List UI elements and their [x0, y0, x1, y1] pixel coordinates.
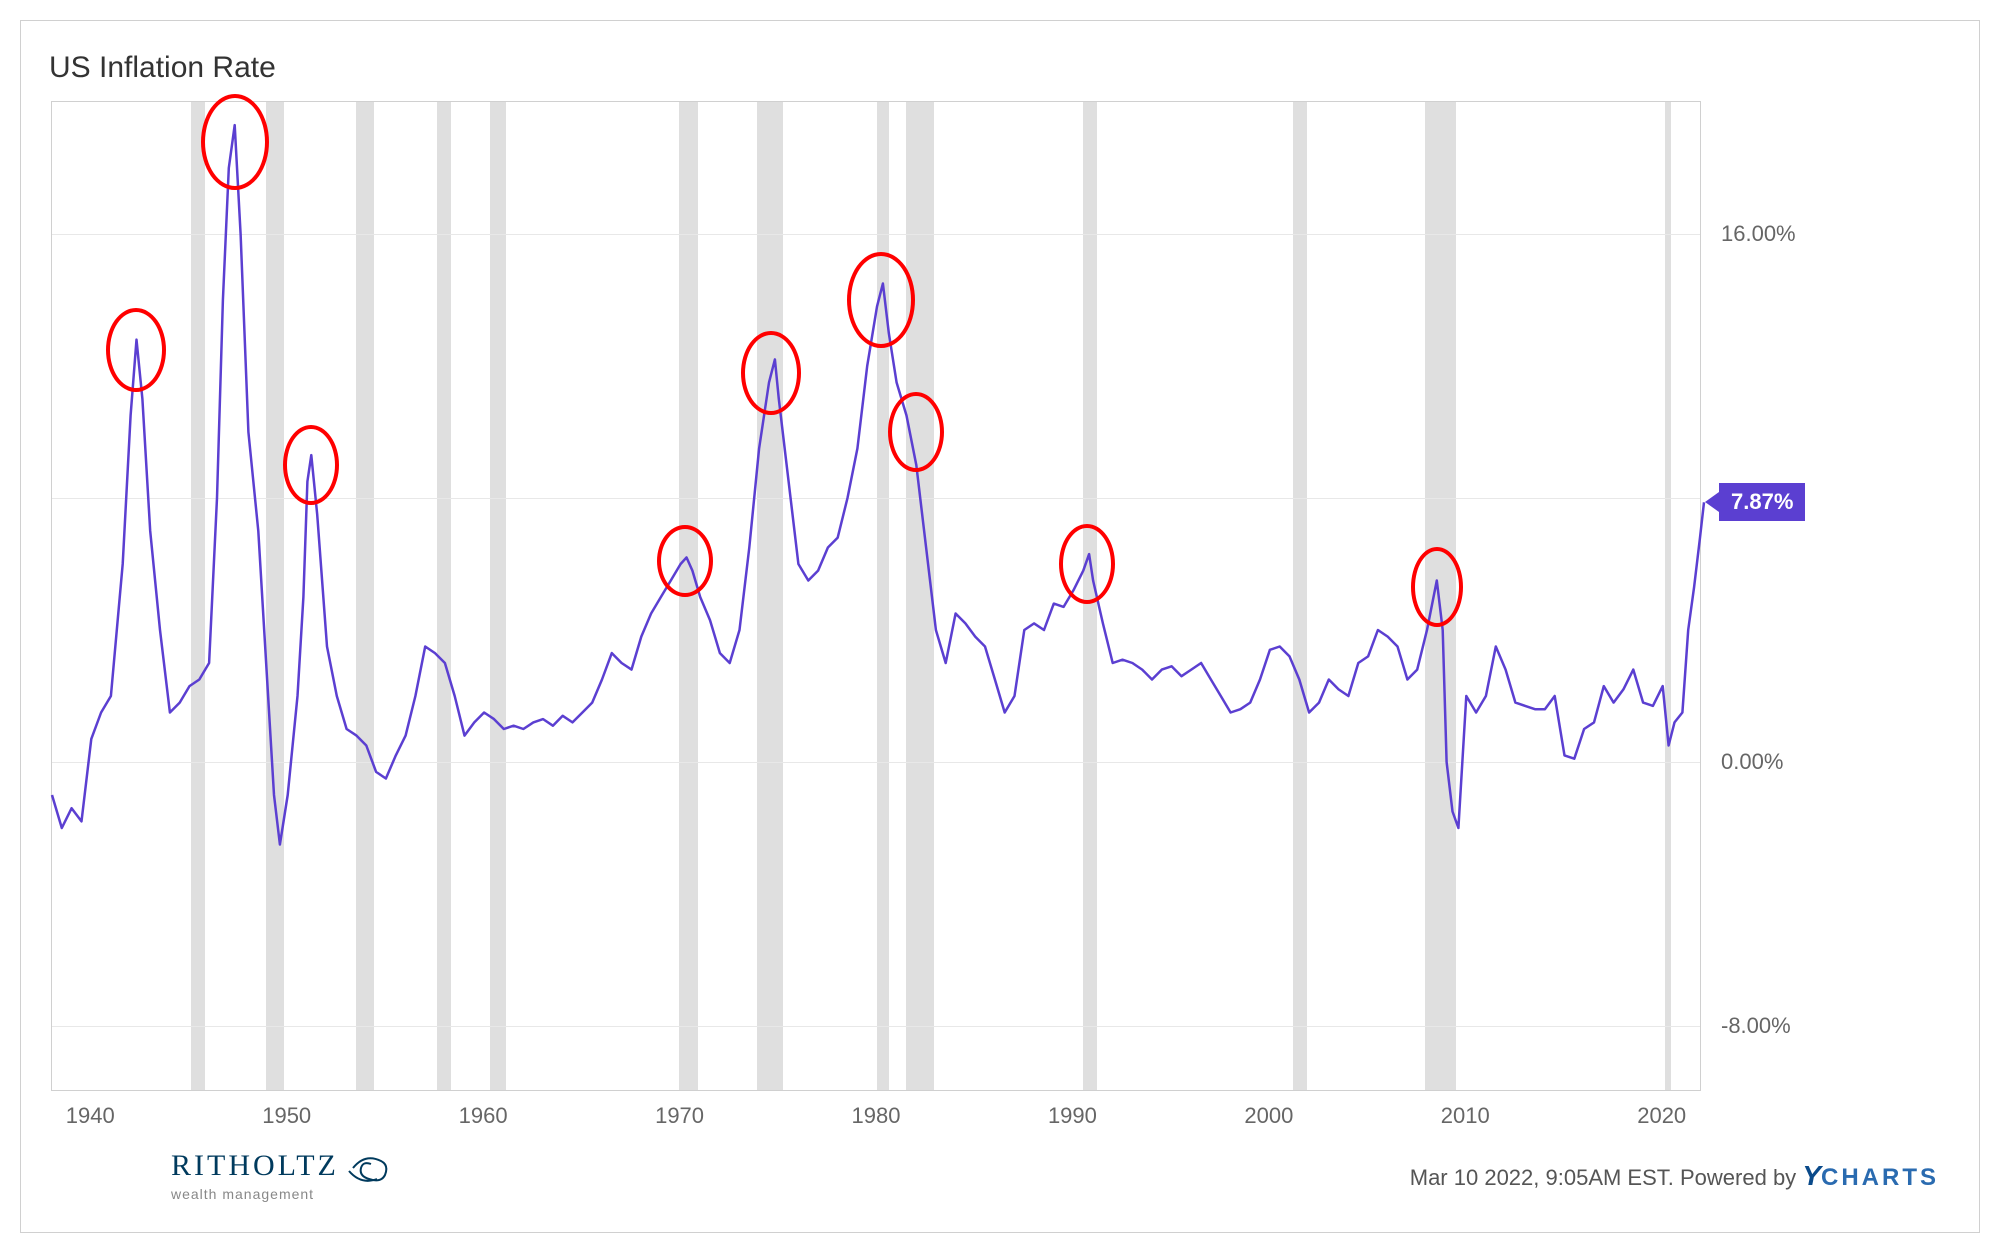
brand-name: RITHOLTZ	[171, 1149, 339, 1182]
peak-circle	[1411, 547, 1463, 627]
x-tick-label: 1990	[1048, 1103, 1097, 1129]
chart-frame: US Inflation Rate RITHOLTZ wealth manage…	[20, 20, 1980, 1233]
y-tick-label: 16.00%	[1721, 221, 1796, 247]
peak-circle	[106, 308, 166, 392]
footer-attribution: Mar 10 2022, 9:05AM EST. Powered by YCHA…	[1410, 1160, 1939, 1192]
plot-area	[51, 101, 1701, 1091]
peak-circle	[283, 425, 339, 505]
timestamp-text: Mar 10 2022, 9:05AM EST. Powered by	[1410, 1165, 1796, 1190]
current-value-callout: 7.87%	[1719, 483, 1805, 521]
x-tick-label: 1950	[262, 1103, 311, 1129]
brand-swirl-icon	[347, 1151, 391, 1190]
peak-circle	[741, 331, 801, 415]
x-tick-label: 2020	[1637, 1103, 1686, 1129]
peak-circle	[201, 94, 269, 190]
ycharts-name: CHARTS	[1821, 1164, 1939, 1191]
x-tick-label: 1980	[852, 1103, 901, 1129]
y-tick-label: -8.00%	[1721, 1013, 1791, 1039]
x-tick-label: 1940	[66, 1103, 115, 1129]
peak-circle	[657, 525, 713, 597]
y-tick-label: 0.00%	[1721, 749, 1783, 775]
x-tick-label: 2010	[1441, 1103, 1490, 1129]
peak-circle	[888, 392, 944, 472]
brand-logo: RITHOLTZ wealth management	[171, 1149, 391, 1202]
x-tick-label: 1960	[459, 1103, 508, 1129]
peak-circle	[1059, 524, 1115, 604]
ycharts-y-icon: Y	[1802, 1160, 1821, 1191]
x-tick-label: 1970	[655, 1103, 704, 1129]
chart-title: US Inflation Rate	[49, 51, 276, 85]
x-tick-label: 2000	[1244, 1103, 1293, 1129]
peak-circle	[847, 252, 915, 348]
